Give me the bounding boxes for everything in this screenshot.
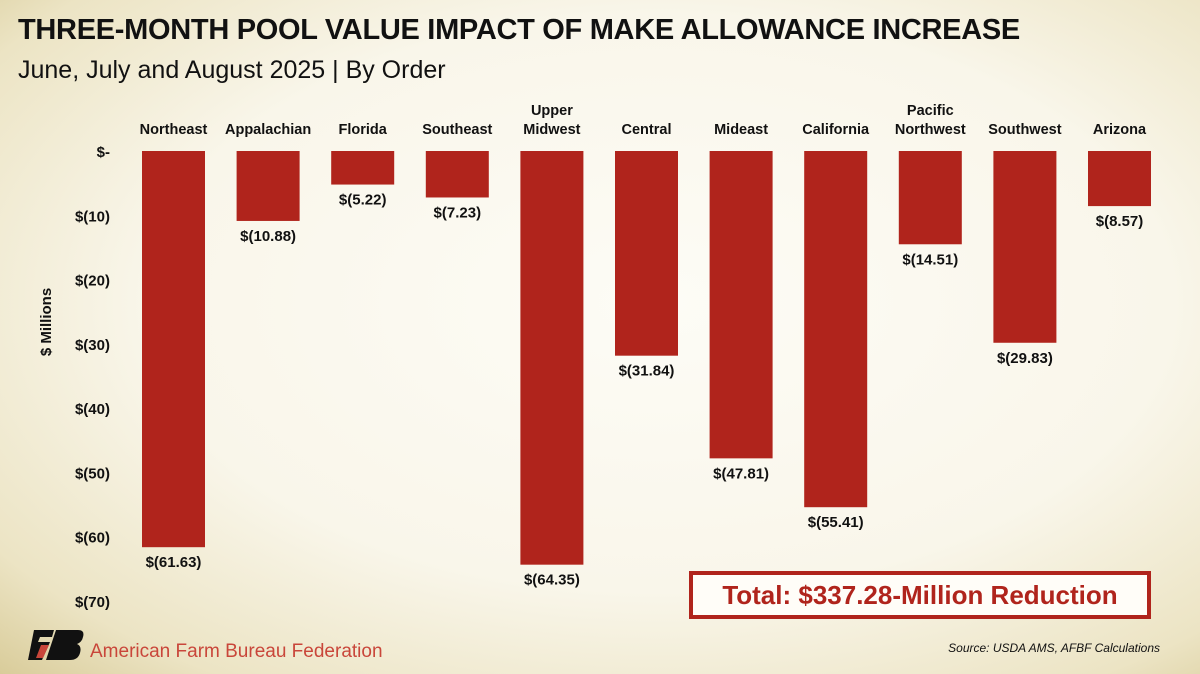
total-annotation: Total: $337.28-Million Reduction	[689, 571, 1151, 619]
category-label: Southeast	[422, 122, 492, 138]
y-tick-label: $(20)	[75, 273, 110, 290]
bar	[615, 151, 678, 356]
data-label: $(47.81)	[713, 465, 769, 482]
bar	[804, 151, 868, 508]
data-label: $(5.22)	[339, 192, 387, 209]
category-label: Appalachian	[225, 122, 311, 138]
afbf-logo	[28, 630, 84, 660]
category-label: Midwest	[523, 122, 580, 138]
y-axis-label: $ Millions	[38, 288, 55, 356]
category-label: Upper	[531, 103, 573, 119]
category-label: Pacific	[907, 103, 954, 119]
category-label: California	[802, 122, 870, 138]
bar	[1088, 151, 1151, 207]
category-label: Northeast	[140, 122, 208, 138]
chart-title: THREE-MONTH POOL VALUE IMPACT OF MAKE AL…	[18, 14, 1020, 46]
category-label: Mideast	[714, 122, 768, 138]
bar	[425, 151, 489, 198]
y-tick-label: $-	[97, 144, 110, 161]
bar	[993, 151, 1057, 343]
data-label: $(14.51)	[902, 251, 958, 268]
chart-subtitle: June, July and August 2025 | By Order	[18, 56, 446, 84]
bar	[142, 151, 205, 548]
data-label: $(31.84)	[619, 363, 675, 380]
category-label: Southwest	[988, 122, 1061, 138]
y-tick-label: $(50)	[75, 465, 110, 482]
data-label: $(7.23)	[434, 204, 482, 221]
category-label: Central	[622, 122, 672, 138]
bar	[520, 151, 584, 565]
bar	[709, 151, 773, 459]
bar	[898, 151, 962, 245]
category-label: Florida	[339, 122, 388, 138]
category-label: Arizona	[1093, 122, 1147, 138]
y-tick-label: $(40)	[75, 401, 110, 418]
data-label: $(55.41)	[808, 514, 864, 531]
bar	[236, 151, 300, 221]
category-label: Northwest	[895, 122, 966, 138]
y-tick-label: $(30)	[75, 337, 110, 354]
data-label: $(8.57)	[1096, 213, 1144, 230]
data-label: $(10.88)	[240, 228, 296, 245]
source-note: Source: USDA AMS, AFBF Calculations	[948, 641, 1160, 655]
data-label: $(29.83)	[997, 350, 1053, 367]
data-label: $(64.35)	[524, 572, 580, 589]
bar	[331, 151, 395, 185]
organization-name: American Farm Bureau Federation	[90, 641, 383, 662]
y-tick-label: $(70)	[75, 594, 110, 611]
y-tick-label: $(60)	[75, 530, 110, 547]
y-tick-label: $(10)	[75, 208, 110, 225]
data-label: $(61.63)	[146, 554, 202, 571]
